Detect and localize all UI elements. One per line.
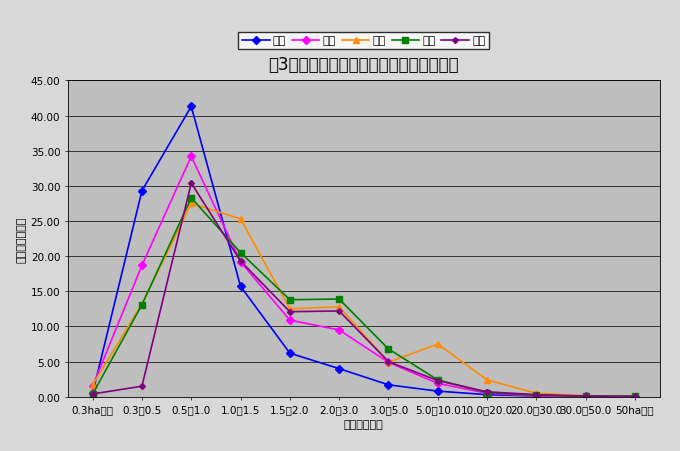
県西 xyxy=(335,308,343,314)
県南 xyxy=(434,377,442,383)
鹿行 xyxy=(88,382,97,388)
県西 xyxy=(237,259,245,264)
鹿行 xyxy=(187,201,195,207)
県央 xyxy=(88,384,97,389)
Line: 県南: 県南 xyxy=(89,195,639,400)
県南 xyxy=(187,196,195,201)
Line: 県北: 県北 xyxy=(90,104,638,400)
県央 xyxy=(286,318,294,323)
鹿行 xyxy=(483,377,491,383)
県央 xyxy=(434,381,442,386)
県央 xyxy=(335,327,343,333)
鹿行 xyxy=(286,307,294,312)
Legend: 県北, 県央, 鹿行, 県南, 県西: 県北, 県央, 鹿行, 県南, 県西 xyxy=(239,33,489,50)
県央 xyxy=(237,259,245,265)
県央 xyxy=(532,393,541,399)
県南 xyxy=(483,390,491,396)
県西 xyxy=(483,389,491,395)
県北 xyxy=(335,366,343,372)
県北 xyxy=(138,189,146,194)
県南 xyxy=(384,346,392,352)
県西 xyxy=(88,391,97,397)
県南 xyxy=(532,393,541,398)
Line: 鹿行: 鹿行 xyxy=(89,201,639,400)
鹿行 xyxy=(581,393,590,399)
県西 xyxy=(631,394,639,399)
県北 xyxy=(483,392,491,397)
X-axis label: 経営耕地面積: 経営耕地面積 xyxy=(344,419,384,428)
県西 xyxy=(187,181,195,186)
Title: 図3　経営耕地面積規模別経営体構成割合: 図3 経営耕地面積規模別経営体構成割合 xyxy=(269,56,459,74)
県南 xyxy=(88,391,97,397)
県央 xyxy=(138,263,146,268)
県北 xyxy=(237,284,245,290)
県北 xyxy=(532,393,541,399)
県央 xyxy=(483,391,491,396)
鹿行 xyxy=(138,302,146,307)
県央 xyxy=(581,394,590,399)
県西 xyxy=(286,309,294,315)
県北 xyxy=(434,389,442,394)
県西 xyxy=(434,378,442,383)
県北 xyxy=(631,394,639,400)
県南 xyxy=(286,297,294,303)
Line: 県央: 県央 xyxy=(90,154,638,400)
県北 xyxy=(88,391,97,396)
県南 xyxy=(237,250,245,256)
県北 xyxy=(187,105,195,110)
鹿行 xyxy=(631,394,639,399)
Line: 県西: 県西 xyxy=(90,182,637,399)
県南 xyxy=(631,393,639,399)
鹿行 xyxy=(434,341,442,347)
県南 xyxy=(581,393,590,399)
鹿行 xyxy=(335,304,343,310)
県西 xyxy=(138,384,146,389)
県央 xyxy=(631,394,639,400)
県西 xyxy=(581,393,590,399)
鹿行 xyxy=(532,391,541,396)
県北 xyxy=(581,394,590,399)
県南 xyxy=(335,297,343,302)
県北 xyxy=(384,382,392,388)
県央 xyxy=(187,154,195,160)
県央 xyxy=(384,360,392,365)
Y-axis label: 構成割合（％）: 構成割合（％） xyxy=(16,216,27,262)
鹿行 xyxy=(237,216,245,222)
県南 xyxy=(138,302,146,308)
県北 xyxy=(286,351,294,356)
鹿行 xyxy=(384,360,392,365)
県西 xyxy=(532,392,541,397)
県西 xyxy=(384,359,392,364)
